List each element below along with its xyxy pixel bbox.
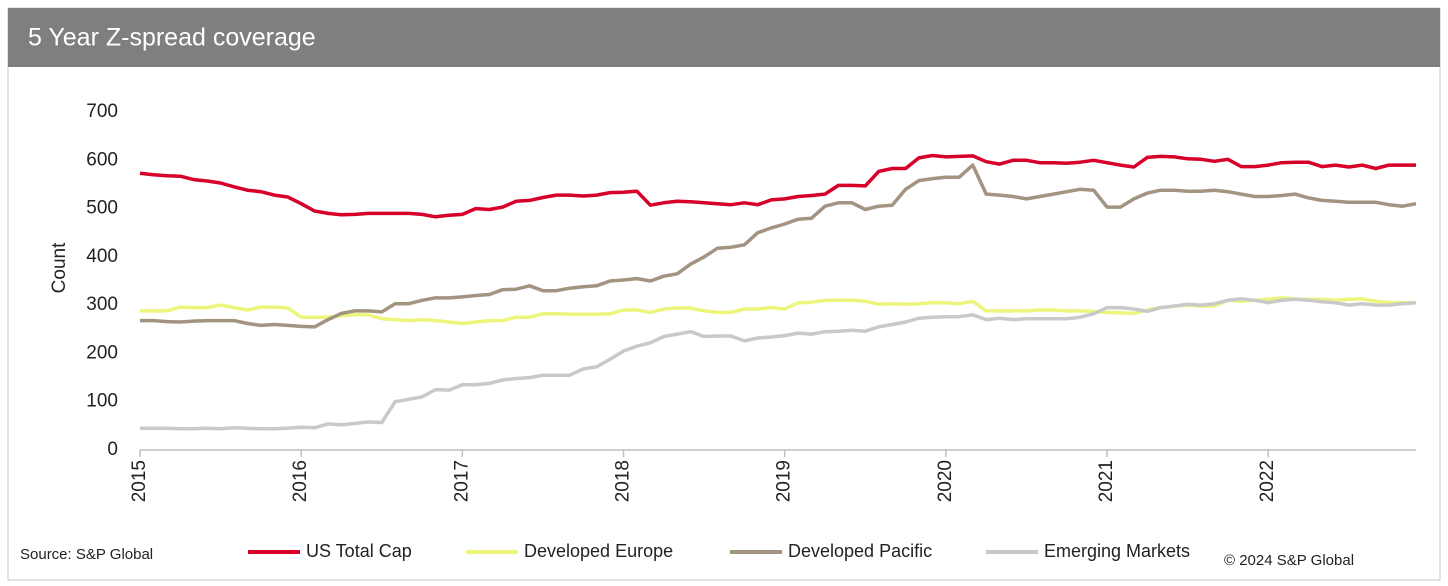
y-tick-label: 600 [86, 149, 118, 170]
y-tick-label: 500 [86, 198, 118, 219]
legend-label: Emerging Markets [1044, 541, 1190, 561]
y-tick-label: 400 [86, 246, 118, 267]
series-line [139, 153, 1416, 219]
x-tick-label: 2020 [935, 460, 956, 502]
legend-label: Developed Europe [524, 541, 673, 561]
x-tick-label: 2016 [290, 460, 311, 502]
x-tick-label: 2015 [129, 460, 150, 502]
source: Source: S&P Global [20, 546, 153, 563]
x-tick-label: 2019 [774, 460, 795, 502]
y-tick-label: 0 [107, 439, 118, 460]
copyright: © 2024 S&P Global [1224, 552, 1354, 569]
y-tick-label: 200 [86, 342, 118, 363]
chart-title: 5 Year Z-spread coverage [28, 24, 316, 52]
series-line [140, 163, 1417, 329]
x-tick-label: 2021 [1096, 460, 1117, 502]
y-tick-label: 700 [86, 101, 118, 122]
x-tick-label: 2022 [1257, 460, 1278, 502]
x-tick-label: 2018 [613, 460, 634, 502]
legend-label: US Total Cap [306, 541, 412, 561]
y-axis-label: Count [49, 242, 70, 293]
header [8, 8, 1440, 67]
x-tick-label: 2017 [451, 460, 472, 502]
y-tick-label: 100 [86, 391, 118, 412]
y-tick-label: 300 [86, 294, 118, 315]
series-line [140, 297, 1417, 431]
legend-label: Developed Pacific [788, 541, 932, 561]
panel [7, 7, 1441, 581]
